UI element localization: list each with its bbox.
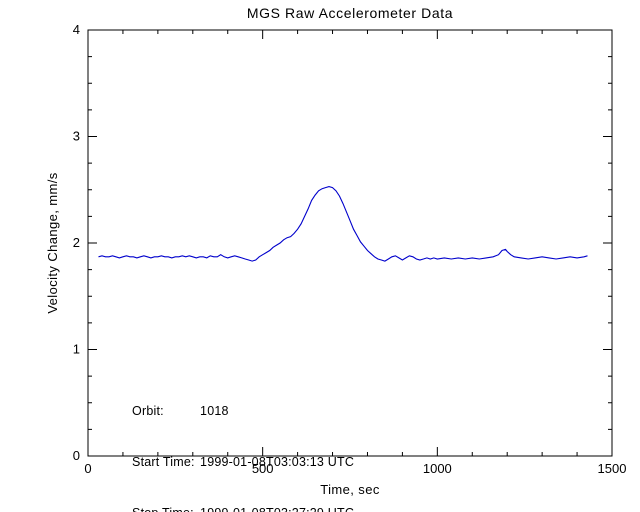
chart-title: MGS Raw Accelerometer Data [247,5,453,21]
svg-text:500: 500 [252,461,274,476]
stop-time-label: Stop Time: [132,505,200,512]
annotation-block: Orbit: 1018 Start Time: 1999-01-08T03:03:1… [110,386,354,512]
start-time-value: 1999-01-08T03:03:13 UTC [200,455,355,469]
tick-labels: 0 500 1000 1500 0 1 2 3 4 [73,22,627,476]
x-axis-label: Time, sec [320,482,380,497]
orbit-value: 1018 [200,404,229,418]
stop-time-value: 1999-01-08T03:27:29 UTC [200,506,354,512]
annotation-stop-time: Stop Time:1999-01-08T03:27:29 UTC [110,488,354,512]
data-line [98,186,588,262]
svg-text:0: 0 [73,448,80,463]
y-axis-label: Velocity Change, mm/s [45,172,60,313]
svg-text:0: 0 [84,461,91,476]
svg-text:1: 1 [73,342,80,357]
axis-ticks [87,29,613,457]
svg-text:3: 3 [73,129,80,144]
annotation-start-time: Start Time: 1999-01-08T03:03:13 UTC [110,437,354,488]
orbit-label: Orbit: [132,404,164,418]
svg-text:1500: 1500 [598,461,627,476]
svg-text:1000: 1000 [423,461,452,476]
svg-text:4: 4 [73,22,80,37]
start-time-label: Start Time: [132,455,195,469]
annotation-orbit: Orbit: 1018 [110,386,354,437]
svg-text:2: 2 [73,235,80,250]
